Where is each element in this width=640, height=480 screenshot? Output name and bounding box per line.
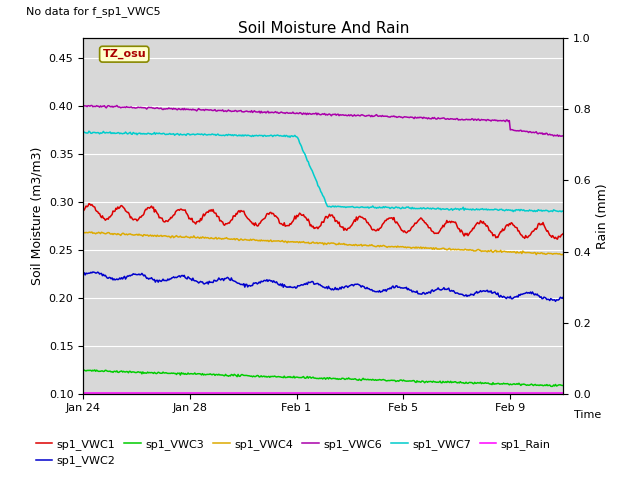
sp1_VWC6 xyxy=(474,117,481,122)
sp1_VWC7 xyxy=(557,209,565,215)
sp1_VWC3 xyxy=(548,384,556,389)
sp1_VWC3 xyxy=(307,375,315,381)
sp1_VWC6 xyxy=(311,111,319,117)
sp1_VWC6 xyxy=(559,133,567,139)
sp1_VWC7 xyxy=(308,168,316,173)
sp1_VWC1 xyxy=(554,236,561,242)
Line: sp1_VWC4: sp1_VWC4 xyxy=(83,232,563,255)
Line: sp1_VWC3: sp1_VWC3 xyxy=(83,370,563,386)
sp1_VWC1 xyxy=(311,225,319,231)
sp1_VWC1 xyxy=(474,220,481,226)
sp1_VWC7 xyxy=(85,128,93,134)
sp1_Rain xyxy=(307,390,315,396)
sp1_VWC1 xyxy=(559,231,567,237)
Text: TZ_osu: TZ_osu xyxy=(102,49,146,60)
sp1_VWC1 xyxy=(79,208,87,214)
sp1_VWC2 xyxy=(79,271,87,277)
sp1_Rain xyxy=(559,390,567,396)
sp1_Rain xyxy=(365,390,372,396)
sp1_VWC3 xyxy=(473,380,481,386)
sp1_Rain xyxy=(310,390,318,396)
sp1_VWC7 xyxy=(366,204,374,210)
Line: sp1_VWC7: sp1_VWC7 xyxy=(83,131,563,212)
Line: sp1_VWC2: sp1_VWC2 xyxy=(83,272,563,301)
sp1_VWC7 xyxy=(548,209,556,215)
sp1_VWC1 xyxy=(85,201,93,206)
sp1_VWC2 xyxy=(311,281,319,287)
sp1_VWC2 xyxy=(308,278,316,284)
sp1_VWC7 xyxy=(559,208,567,214)
Legend: sp1_VWC1, sp1_VWC2, sp1_VWC3, sp1_VWC4, sp1_VWC6, sp1_VWC7, sp1_Rain: sp1_VWC1, sp1_VWC2, sp1_VWC3, sp1_VWC4, … xyxy=(31,435,556,471)
Title: Soil Moisture And Rain: Soil Moisture And Rain xyxy=(237,21,409,36)
Y-axis label: Soil Moisture (m3/m3): Soil Moisture (m3/m3) xyxy=(30,147,43,285)
sp1_VWC4 xyxy=(559,252,567,258)
sp1_VWC1 xyxy=(548,233,556,239)
sp1_VWC2 xyxy=(552,299,559,304)
sp1_VWC6 xyxy=(79,103,87,109)
sp1_Rain xyxy=(473,390,481,396)
sp1_VWC2 xyxy=(89,269,97,275)
sp1_VWC6 xyxy=(340,112,348,118)
sp1_VWC4 xyxy=(79,229,87,235)
sp1_VWC2 xyxy=(559,294,567,300)
Line: sp1_VWC1: sp1_VWC1 xyxy=(83,204,563,239)
sp1_VWC2 xyxy=(340,285,348,291)
sp1_VWC4 xyxy=(473,248,481,253)
sp1_Rain xyxy=(548,390,556,396)
sp1_VWC6 xyxy=(88,103,96,108)
sp1_VWC7 xyxy=(474,207,481,213)
Y-axis label: Rain (mm): Rain (mm) xyxy=(596,183,609,249)
sp1_VWC1 xyxy=(340,228,348,233)
sp1_VWC2 xyxy=(366,287,374,292)
sp1_VWC2 xyxy=(548,297,556,303)
sp1_VWC4 xyxy=(365,243,372,249)
X-axis label: Time: Time xyxy=(573,409,601,420)
sp1_VWC3 xyxy=(365,377,372,383)
sp1_VWC3 xyxy=(339,375,347,381)
sp1_VWC3 xyxy=(559,383,567,388)
sp1_Rain xyxy=(339,390,347,396)
sp1_VWC6 xyxy=(308,111,316,117)
Text: No data for f_sp1_VWC5: No data for f_sp1_VWC5 xyxy=(26,6,160,17)
sp1_VWC4 xyxy=(310,240,318,246)
sp1_VWC6 xyxy=(548,132,556,138)
sp1_VWC4 xyxy=(548,251,556,256)
sp1_VWC6 xyxy=(554,133,562,139)
sp1_VWC2 xyxy=(474,290,481,296)
sp1_VWC3 xyxy=(548,384,556,389)
sp1_VWC3 xyxy=(310,375,318,381)
sp1_VWC7 xyxy=(311,175,319,180)
sp1_VWC1 xyxy=(366,222,374,228)
sp1_VWC4 xyxy=(307,240,315,246)
sp1_VWC7 xyxy=(79,129,87,135)
sp1_VWC3 xyxy=(79,367,87,373)
Line: sp1_VWC6: sp1_VWC6 xyxy=(83,106,563,136)
sp1_VWC1 xyxy=(308,224,316,230)
sp1_Rain xyxy=(79,390,87,396)
sp1_VWC7 xyxy=(340,204,348,210)
sp1_VWC4 xyxy=(339,241,347,247)
sp1_VWC6 xyxy=(366,113,374,119)
